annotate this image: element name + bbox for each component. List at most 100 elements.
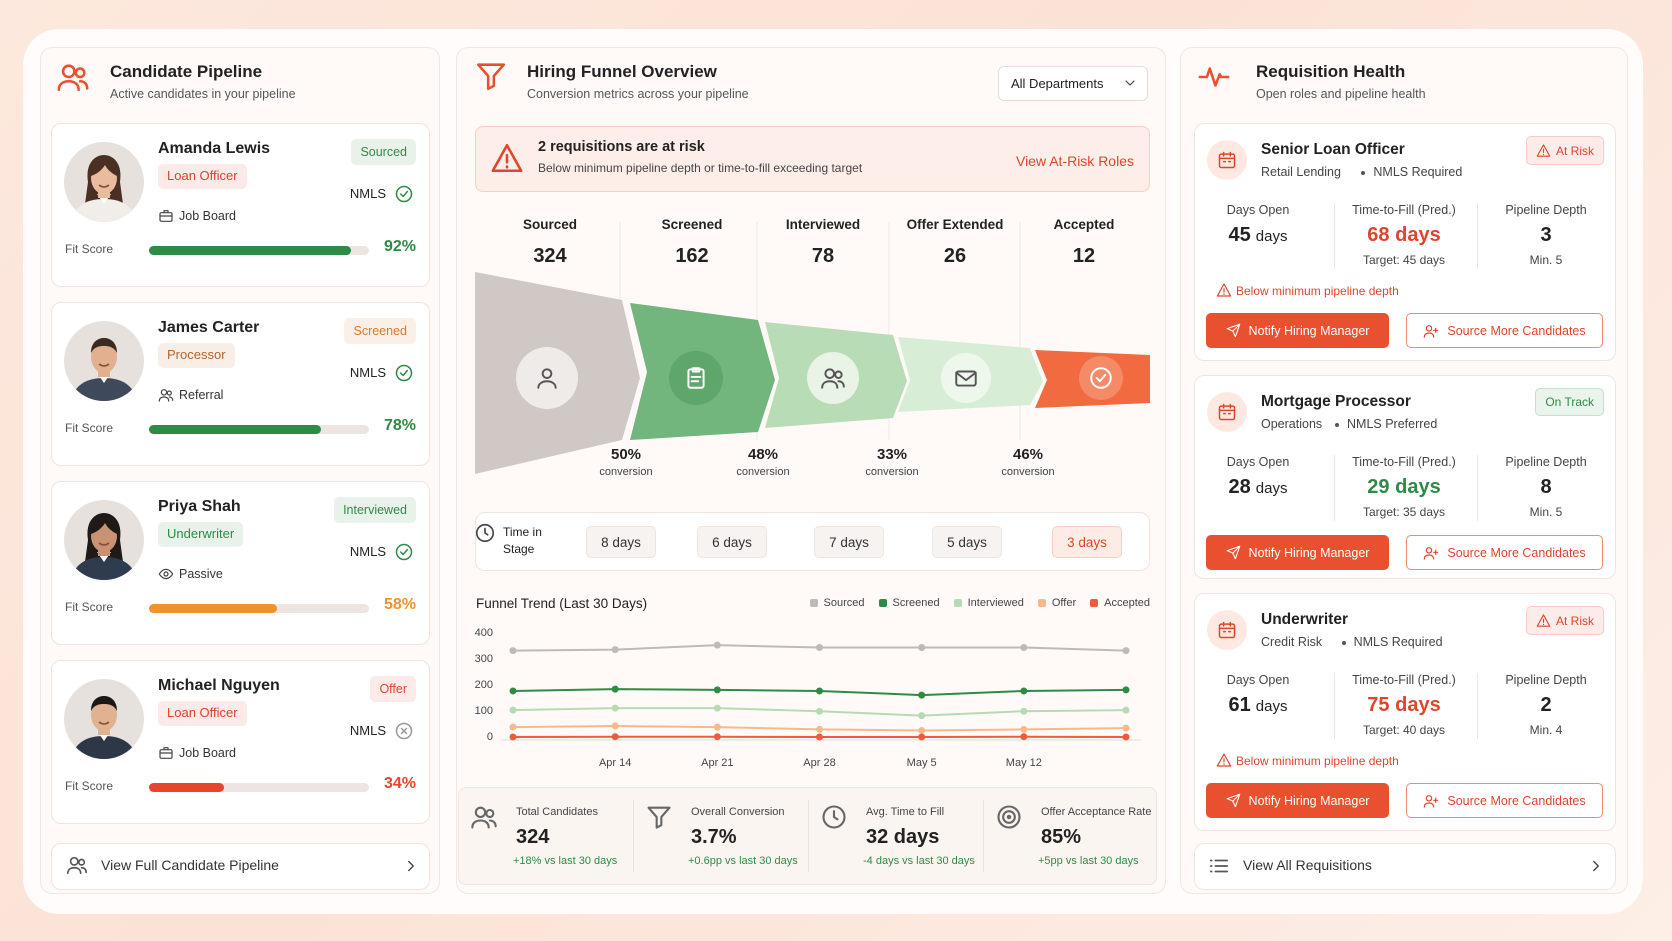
stat-label: Time-to-Fill (Pred.) xyxy=(1352,455,1456,469)
funnel-icon xyxy=(476,63,506,91)
users-icon xyxy=(61,64,76,79)
depth-value: 3 xyxy=(1540,224,1552,246)
series-point xyxy=(1122,647,1130,655)
stage-count: 78 xyxy=(811,245,835,267)
mail-icon xyxy=(955,370,977,387)
footer-link[interactable] xyxy=(51,843,430,890)
stat-label: Days Open xyxy=(1226,455,1290,469)
panel-subtitle: Conversion metrics across your pipeline xyxy=(527,87,749,101)
series-point xyxy=(509,706,517,714)
users-icon xyxy=(74,67,86,79)
list-icon xyxy=(1209,859,1229,873)
check-icon xyxy=(395,185,413,203)
users-icon xyxy=(158,396,170,402)
series-point xyxy=(918,712,926,720)
clock-icon xyxy=(822,805,846,829)
footer-text: View All Requisitions xyxy=(1243,857,1372,873)
userplus-icon xyxy=(1424,546,1439,560)
req-requirement: NMLS Required xyxy=(1373,165,1463,179)
user-icon xyxy=(537,380,557,389)
legend-item: Interviewed xyxy=(953,597,1024,609)
right-icon xyxy=(408,860,414,872)
send-icon xyxy=(1226,323,1240,338)
series-point xyxy=(1020,707,1028,715)
y-tick-label: 100 xyxy=(474,705,493,717)
ttf-value: 75 days xyxy=(1367,694,1441,716)
avatar xyxy=(98,363,110,367)
warn-icon xyxy=(1536,144,1551,157)
fit-bar xyxy=(149,604,277,613)
alert-action[interactable]: View At-Risk Roles xyxy=(1015,153,1134,169)
users-icon xyxy=(824,368,836,379)
candidate-name: Priya Shah xyxy=(158,498,241,515)
kpi-value: 85% xyxy=(1041,826,1082,848)
send-icon xyxy=(1226,323,1240,338)
role-badge: Loan Officer xyxy=(158,701,247,726)
legend-label: Offer xyxy=(1051,597,1077,609)
calendar-icon xyxy=(1218,403,1236,421)
notify-button[interactable]: Notify Hiring Manager xyxy=(1206,313,1389,348)
series-point xyxy=(918,644,926,652)
funnel-icon xyxy=(647,806,671,829)
role-badge: Loan Officer xyxy=(158,164,247,189)
dropdown[interactable] xyxy=(998,66,1148,101)
users-icon xyxy=(57,64,89,92)
legend-swatch xyxy=(1090,599,1099,607)
stage-count: 26 xyxy=(943,245,967,267)
source-button[interactable]: Source More Candidates xyxy=(1406,783,1603,818)
send-icon xyxy=(1226,545,1240,560)
series-point xyxy=(1020,644,1028,652)
stage-name: Screened xyxy=(661,217,723,232)
legend-item: Offer xyxy=(1037,597,1077,609)
series-point xyxy=(1122,686,1130,694)
stage-name: Offer Extended xyxy=(906,217,1004,232)
users-icon xyxy=(834,370,843,379)
fit-label: Fit Score xyxy=(65,242,114,256)
source-button[interactable]: Source More Candidates xyxy=(1406,535,1603,570)
clipboard-icon xyxy=(687,367,705,389)
req-icon-bg xyxy=(1207,140,1247,180)
mail-icon xyxy=(955,370,977,387)
source-text: Source More Candidates xyxy=(1447,323,1586,338)
source-button[interactable]: Source More Candidates xyxy=(1406,313,1603,348)
users-icon xyxy=(168,396,174,401)
x-tick-label: Apr 28 xyxy=(803,757,836,769)
notify-button[interactable]: Notify Hiring Manager xyxy=(1206,535,1389,570)
users-icon xyxy=(158,389,174,402)
stage-icon-bg xyxy=(669,351,723,405)
license: NMLS xyxy=(349,365,386,380)
series-point xyxy=(918,726,926,734)
req-title: Senior Loan Officer xyxy=(1261,141,1405,158)
target-icon xyxy=(997,805,1021,829)
notify-button[interactable]: Notify Hiring Manager xyxy=(1206,783,1389,818)
candidate-source: Job Board xyxy=(179,209,236,223)
x-tick-label: May 5 xyxy=(906,757,937,769)
x-tick-label: May 12 xyxy=(1005,757,1042,769)
kpi-delta: +5pp vs last 30 days xyxy=(1038,855,1139,867)
series-point xyxy=(1020,725,1028,733)
conversion-label: conversion xyxy=(599,466,653,478)
userplus-icon xyxy=(1426,324,1433,332)
series-point xyxy=(816,733,823,741)
warn-icon xyxy=(1536,614,1551,627)
userplus-icon xyxy=(1424,327,1439,338)
time-value: 6 days xyxy=(712,535,752,550)
series-point xyxy=(918,691,926,699)
conversion-value: 48% xyxy=(747,446,779,463)
series-point xyxy=(1020,687,1028,695)
fit-bar xyxy=(149,246,352,255)
panel-subtitle: Open roles and pipeline health xyxy=(1256,87,1426,101)
footer-link[interactable] xyxy=(1194,843,1616,890)
alert-text: Below minimum pipeline depth or time-to-… xyxy=(538,161,863,175)
stat-divider xyxy=(1334,203,1335,269)
source-text: Source More Candidates xyxy=(1447,545,1586,560)
ttf-value: 29 days xyxy=(1367,476,1441,498)
candidate-name: James Carter xyxy=(158,319,260,336)
status-badge: At Risk xyxy=(1525,136,1604,165)
warn-icon xyxy=(1216,753,1232,767)
calendar-icon xyxy=(1218,405,1236,421)
list-icon xyxy=(1209,859,1229,873)
user-icon xyxy=(541,368,553,379)
series-point xyxy=(1122,706,1130,714)
depth-min: Min. 5 xyxy=(1529,505,1563,519)
